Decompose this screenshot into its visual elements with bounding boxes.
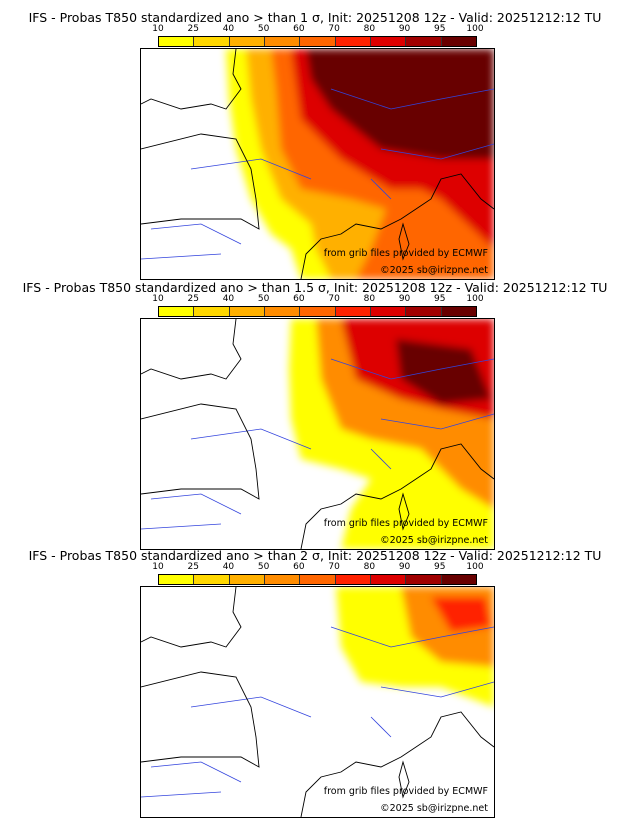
colorbar-tick-label: 60 xyxy=(293,294,305,304)
probability-map: from grib files provided by ECMWF ©2025 … xyxy=(140,586,495,818)
colorbar-tick-label: 100 xyxy=(466,24,484,34)
colorbar-segment xyxy=(335,37,371,46)
colorbar-tick-label: 90 xyxy=(398,562,411,572)
colorbar-segment xyxy=(264,37,301,46)
colorbar-tick-label: 40 xyxy=(222,294,235,304)
copyright-credit: ©2025 sb@irizpne.net xyxy=(380,803,488,814)
colorbar-tick-label: 50 xyxy=(257,562,270,572)
copyright-credit: ©2025 sb@irizpne.net xyxy=(380,535,488,546)
colorbar-segment xyxy=(194,37,230,46)
probability-contour xyxy=(306,49,494,159)
panel-1-5sigma: IFS - Probas T850 standardized ano > tha… xyxy=(0,270,630,550)
colorbar-segment xyxy=(264,307,301,316)
probability-map: from grib files provided by ECMWF ©2025 … xyxy=(140,318,495,550)
colorbar xyxy=(158,574,477,585)
colorbar-tick-label: 25 xyxy=(187,294,199,304)
colorbar-tick-label: 60 xyxy=(293,562,305,572)
colorbar-segment xyxy=(194,575,230,584)
colorbar-tick-label: 60 xyxy=(293,24,305,34)
colorbar-tick-label: 10 xyxy=(152,562,164,572)
colorbar-segment xyxy=(441,307,476,316)
colorbar-tick-label: 70 xyxy=(328,24,340,34)
probability-contour xyxy=(431,597,491,632)
colorbar-segment xyxy=(159,307,195,316)
coastline xyxy=(141,319,494,549)
source-credit: from grib files provided by ECMWF xyxy=(323,786,488,797)
panel-title: IFS - Probas T850 standardized ano > tha… xyxy=(28,548,602,563)
colorbar-tick-label: 95 xyxy=(434,294,446,304)
colorbar-tick-label: 95 xyxy=(434,562,446,572)
colorbar-tick-label: 80 xyxy=(363,562,376,572)
colorbar-ticks: 10 25 40 50 60 70 80 90 95 100 xyxy=(152,24,483,35)
colorbar-tick-label: 95 xyxy=(434,24,446,34)
source-credit: from grib files provided by ECMWF xyxy=(323,518,488,529)
source-credit: from grib files provided by ECMWF xyxy=(323,248,488,259)
panel-title: IFS - Probas T850 standardized ano > tha… xyxy=(28,10,602,25)
colorbar-tick-label: 90 xyxy=(398,24,411,34)
colorbar-tick-label: 10 xyxy=(152,24,164,34)
colorbar-tick-label: 70 xyxy=(328,294,340,304)
colorbar-segment xyxy=(335,575,371,584)
probability-map: from grib files provided by ECMWF ©2025 … xyxy=(140,48,495,280)
colorbar-segment xyxy=(370,575,407,584)
map-field xyxy=(141,49,494,279)
copyright-credit: ©2025 sb@irizpne.net xyxy=(380,265,488,276)
colorbar-tick-label: 90 xyxy=(398,294,411,304)
colorbar xyxy=(158,36,477,47)
colorbar-segment xyxy=(300,307,336,316)
colorbar-tick-label: 25 xyxy=(187,562,199,572)
coastline xyxy=(141,49,494,279)
colorbar-tick-label: 80 xyxy=(363,294,376,304)
colorbar-segment xyxy=(159,575,195,584)
map-field xyxy=(141,319,494,549)
colorbar-segment xyxy=(300,37,336,46)
colorbar-tick-label: 40 xyxy=(222,24,235,34)
colorbar-tick-label: 50 xyxy=(257,294,270,304)
colorbar-tick-label: 80 xyxy=(363,24,376,34)
colorbar-segment xyxy=(264,575,301,584)
colorbar-segment xyxy=(229,307,265,316)
map-field xyxy=(141,587,494,817)
panel-title: IFS - Probas T850 standardized ano > tha… xyxy=(22,280,608,295)
colorbar-segment xyxy=(406,307,442,316)
panel-2sigma: IFS - Probas T850 standardized ano > tha… xyxy=(0,538,630,818)
colorbar-tick-label: 10 xyxy=(152,294,164,304)
panel-1sigma: IFS - Probas T850 standardized ano > tha… xyxy=(0,0,630,280)
colorbar-segment xyxy=(441,37,476,46)
colorbar-tick-label: 25 xyxy=(187,24,199,34)
colorbar-segment xyxy=(159,37,195,46)
colorbar-segment xyxy=(300,575,336,584)
colorbar-segment xyxy=(441,575,476,584)
river-lines xyxy=(141,358,494,530)
colorbar-segment xyxy=(335,307,371,316)
colorbar xyxy=(158,306,477,317)
colorbar-segment xyxy=(406,37,442,46)
colorbar-segment xyxy=(194,307,230,316)
colorbar-segment xyxy=(370,37,407,46)
colorbar-segment xyxy=(406,575,442,584)
colorbar-tick-label: 100 xyxy=(466,562,484,572)
colorbar-tick-label: 40 xyxy=(222,562,235,572)
colorbar-segment xyxy=(229,575,265,584)
colorbar-tick-label: 50 xyxy=(257,24,270,34)
colorbar-tick-label: 100 xyxy=(466,294,484,304)
river-lines xyxy=(141,88,494,260)
colorbar-ticks: 10 25 40 50 60 70 80 90 95 100 xyxy=(152,294,483,305)
river-lines xyxy=(141,626,494,798)
colorbar-tick-label: 70 xyxy=(328,562,340,572)
colorbar-segment xyxy=(229,37,265,46)
probability-contour xyxy=(396,339,491,404)
colorbar-ticks: 10 25 40 50 60 70 80 90 95 100 xyxy=(152,562,483,573)
coastline xyxy=(141,587,494,817)
colorbar-segment xyxy=(370,307,407,316)
